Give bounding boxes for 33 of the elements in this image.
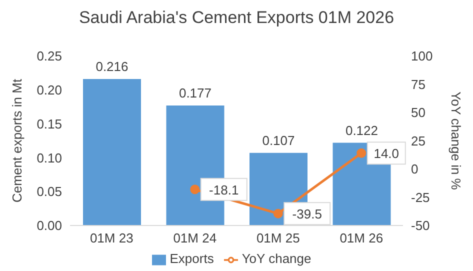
chart-title: Saudi Arabia's Cement Exports 01M 2026 xyxy=(78,8,396,28)
data-label: 0.122 xyxy=(345,122,378,138)
x-tick-label: 01M 23 xyxy=(90,230,134,246)
y-tick-label: 0.05 xyxy=(36,184,62,200)
x-tick-label: 01M 24 xyxy=(173,230,217,246)
point xyxy=(273,208,283,218)
y-tick-label: 0.15 xyxy=(36,116,62,132)
legend-label: Exports xyxy=(170,251,214,266)
y2-tick-label: -50 xyxy=(411,218,430,234)
y2-tick-label: 100 xyxy=(411,48,433,64)
y-tick-label: 0.10 xyxy=(36,150,62,166)
data-label: 0.107 xyxy=(262,132,295,148)
data-label: 0.216 xyxy=(96,59,128,74)
y-tick-label: 0.20 xyxy=(36,82,62,98)
y2-tick-label: 50 xyxy=(411,105,426,120)
y2-tick-label: 25 xyxy=(411,133,426,148)
point xyxy=(190,184,200,194)
y-tick-label: 0.25 xyxy=(36,48,62,64)
data-label: -18.1 xyxy=(209,182,239,198)
y2-tick-label: -25 xyxy=(411,190,430,205)
data-label: 14.0 xyxy=(374,146,400,162)
data-label: -39.5 xyxy=(292,206,322,222)
y-tick-label: 0.00 xyxy=(36,218,62,234)
y-axis-title: Cement exports in Mt xyxy=(10,78,25,202)
point xyxy=(356,148,366,158)
x-tick-label: 01M 26 xyxy=(340,230,384,246)
y2-axis-title: YoY change in % xyxy=(448,92,464,190)
y2-tick-label: 0 xyxy=(411,162,418,177)
legend-label: YoY change xyxy=(242,251,312,266)
data-label: 0.177 xyxy=(178,85,212,100)
y2-tick-label: 75 xyxy=(411,76,426,92)
bar xyxy=(83,79,141,226)
x-tick-label: 01M 25 xyxy=(256,230,300,246)
